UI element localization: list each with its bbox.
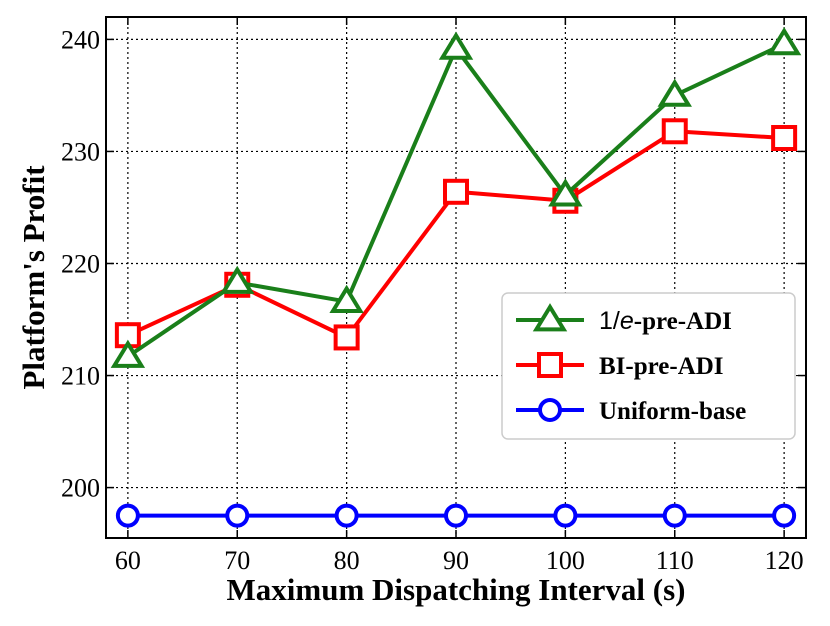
legend-label: Uniform-base (599, 398, 746, 425)
y-tick-label: 200 (61, 474, 100, 503)
legend-marker (538, 398, 562, 422)
data-point (662, 503, 687, 528)
data-point (444, 503, 468, 528)
data-point (438, 31, 474, 60)
x-tick-label: 70 (224, 546, 250, 575)
legend-label: 1/e-pre-ADI (599, 307, 732, 335)
legend-label: BI-pre-ADI (599, 353, 724, 380)
data-point (766, 27, 802, 56)
x-tick-label: 80 (334, 546, 360, 575)
data-point (548, 178, 583, 207)
data-point (115, 503, 140, 528)
legend-item: 1/e-pre-ADI (516, 303, 732, 335)
x-tick-label: 60 (115, 546, 141, 575)
legend-marker (537, 352, 563, 378)
x-tick-label: 100 (546, 546, 585, 575)
x-tick-label: 110 (656, 546, 694, 575)
data-point (329, 284, 364, 313)
series-triangle (110, 27, 802, 368)
legend: 1/e-pre-ADI BI-pre-ADI Uniform-base (501, 292, 796, 440)
data-point (334, 503, 359, 528)
data-point (661, 118, 688, 145)
legend-box (501, 292, 796, 440)
y-tick-label: 210 (61, 362, 100, 391)
y-axis-title: Platform's Profit (16, 165, 51, 390)
legend-marker (532, 303, 568, 332)
y-tick-label: 240 (61, 25, 100, 54)
data-point (110, 339, 146, 368)
legend-item: Uniform-base (516, 398, 746, 425)
legend-item: BI-pre-ADI (516, 352, 724, 380)
series-circle (115, 503, 797, 528)
x-tick-label: 90 (443, 546, 469, 575)
data-point (771, 125, 798, 152)
data-point (225, 503, 250, 528)
data-point (772, 503, 797, 528)
data-point (333, 324, 360, 351)
axis-ticks: 60 70 80 90 100 110 120 200 210 220 230 240 (61, 17, 806, 575)
y-tick-label: 230 (61, 137, 100, 166)
grid (106, 17, 806, 538)
x-axis-title: Maximum Dispatching Interval (s) (227, 572, 686, 607)
x-tick-label: 120 (765, 546, 804, 575)
data-point (553, 503, 578, 528)
data-point (220, 265, 255, 294)
data-point (657, 78, 692, 107)
y-tick-label: 220 (61, 249, 100, 278)
data-point (443, 178, 469, 205)
series-layer (110, 27, 802, 528)
